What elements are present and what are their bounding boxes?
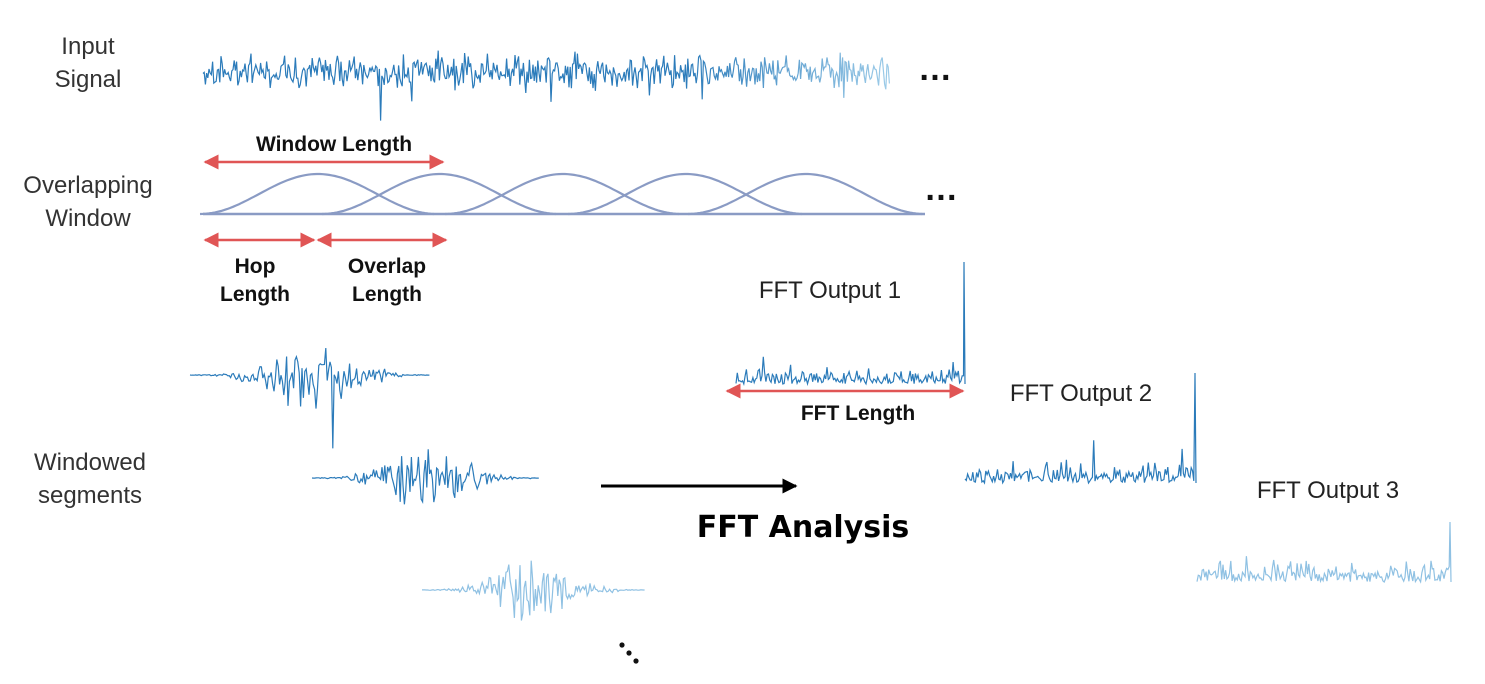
windowed-segments-label-line1: Windowed — [34, 449, 146, 476]
input-signal-waveform — [202, 50, 890, 121]
hop-length-label-line2: Length — [220, 283, 290, 306]
windowed-segments-label-line2: segments — [38, 482, 142, 509]
overlap-length-label-line1: Overlap — [348, 255, 426, 278]
fft-length-label: FFT Length — [801, 402, 915, 425]
window-curve-4 — [567, 172, 803, 216]
segments-ellipsis — [619, 642, 639, 664]
fft-output-1-title: FFT Output 1 — [759, 277, 901, 304]
input-signal-label-line2: Signal — [55, 66, 122, 93]
overlapping-window-label-line1: Overlapping — [23, 172, 152, 199]
overlapping-window-label-line2: Window — [45, 205, 131, 232]
fft-output-2-title: FFT Output 2 — [1010, 380, 1152, 407]
input-signal-label: Input Signal — [55, 33, 122, 93]
input-signal-ellipsis: … — [918, 50, 952, 88]
window-curve-5 — [687, 172, 923, 216]
windowed-segment-3 — [422, 560, 645, 621]
fft-output-1-spectrum — [735, 261, 966, 387]
overlapping-window-label: Overlapping Window — [23, 172, 152, 232]
windowed-segment-2 — [311, 449, 539, 505]
window-curve-1 — [199, 172, 435, 216]
window-curve-2 — [321, 172, 557, 216]
fft-output-3-title: FFT Output 3 — [1257, 477, 1399, 504]
fft-output-2-spectrum — [964, 372, 1197, 485]
fft-output-3-spectrum — [1196, 521, 1452, 584]
hop-length-label-line1: Hop — [235, 255, 276, 278]
windowed-segments-label: Windowed segments — [34, 449, 146, 509]
window-curves — [199, 172, 923, 216]
window-length-label: Window Length — [256, 133, 412, 156]
fft-analysis-label: FFT Analysis — [697, 510, 910, 545]
window-ellipsis: … — [924, 170, 958, 208]
input-signal-label-line1: Input — [61, 33, 115, 60]
overlap-length-label-line2: Length — [352, 283, 422, 306]
window-curve-3 — [444, 172, 680, 216]
windowed-segment-1 — [189, 347, 430, 449]
